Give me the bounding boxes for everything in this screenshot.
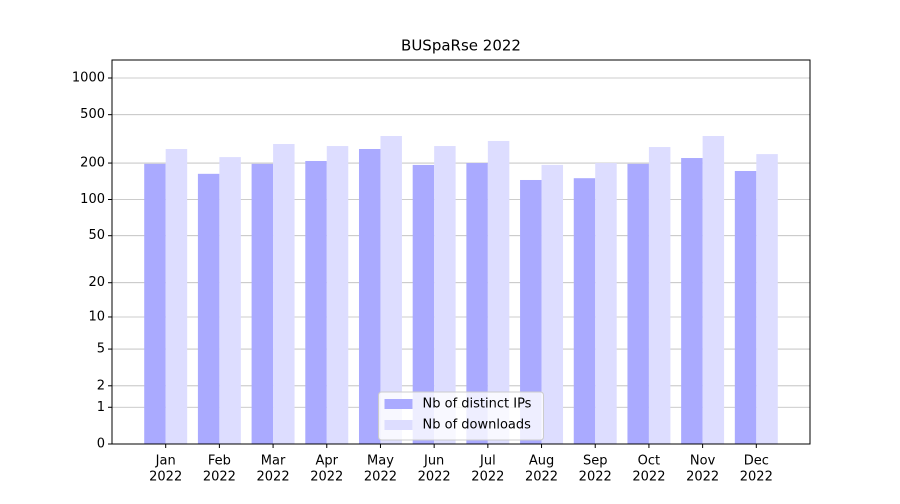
y-tick-label: 10 <box>88 309 105 324</box>
y-tick-label: 1 <box>97 400 105 415</box>
bar <box>380 135 402 444</box>
y-tick-label: 1000 <box>72 70 105 85</box>
y-tick-label: 0 <box>97 437 105 452</box>
x-tick-label: Feb <box>208 454 231 469</box>
x-tick-label: 2022 <box>149 470 182 485</box>
x-tick-label: 2022 <box>364 470 397 485</box>
bar <box>358 149 381 444</box>
y-tick-label: 20 <box>88 275 105 290</box>
x-tick-label: Dec <box>744 454 769 469</box>
y-tick-label: 100 <box>80 192 105 207</box>
bar <box>273 143 295 445</box>
bar <box>573 178 596 444</box>
bar <box>627 163 649 445</box>
y-tick-label: 5 <box>97 342 105 357</box>
bar <box>412 164 435 444</box>
bar <box>165 149 188 444</box>
x-tick-label: 2022 <box>471 470 504 485</box>
y-tick-label: 200 <box>80 156 105 171</box>
y-tick-label: 50 <box>88 228 105 243</box>
bar <box>702 135 725 444</box>
legend-swatch <box>384 420 413 430</box>
bar <box>520 179 542 445</box>
bar <box>144 163 166 445</box>
x-tick-label: 2022 <box>579 470 612 485</box>
bar <box>595 163 617 444</box>
y-tick-label: 2 <box>97 378 105 393</box>
x-tick-label: 2022 <box>632 470 665 485</box>
x-tick-label: 2022 <box>203 470 236 485</box>
bar <box>305 160 327 444</box>
x-tick-label: May <box>367 454 394 469</box>
x-tick-label: 2022 <box>310 470 343 485</box>
x-tick-label: Apr <box>316 454 339 469</box>
bar <box>219 157 241 445</box>
bar <box>466 163 488 444</box>
bar <box>681 158 703 444</box>
legend-label: Nb of distinct IPs <box>423 397 532 412</box>
bar <box>487 140 510 445</box>
chart-title: BUSpaRse 2022 <box>401 37 521 55</box>
bar <box>434 146 456 445</box>
x-tick-label: Oct <box>638 454 660 469</box>
x-tick-label: Sep <box>583 454 608 469</box>
legend-label: Nb of downloads <box>423 418 532 433</box>
x-tick-label: Aug <box>529 454 554 469</box>
x-tick-label: 2022 <box>686 470 719 485</box>
x-tick-label: Mar <box>261 454 286 469</box>
x-tick-label: 2022 <box>418 470 451 485</box>
bar <box>756 154 778 444</box>
x-tick-label: 2022 <box>740 470 773 485</box>
bar <box>197 173 220 444</box>
plot-frame <box>111 59 811 445</box>
bar <box>251 163 274 445</box>
legend-swatch <box>384 399 413 409</box>
bar <box>541 164 564 444</box>
legend-box <box>378 391 544 441</box>
x-tick-label: 2022 <box>525 470 558 485</box>
x-tick-label: Nov <box>690 454 716 469</box>
x-tick-label: 2022 <box>257 470 290 485</box>
bar <box>648 147 671 444</box>
bar <box>326 146 349 445</box>
x-tick-label: Jan <box>155 454 176 469</box>
x-tick-label: Jul <box>479 454 496 469</box>
bar <box>734 170 757 444</box>
x-tick-label: Jun <box>423 454 444 469</box>
y-tick-label: 500 <box>80 107 105 122</box>
